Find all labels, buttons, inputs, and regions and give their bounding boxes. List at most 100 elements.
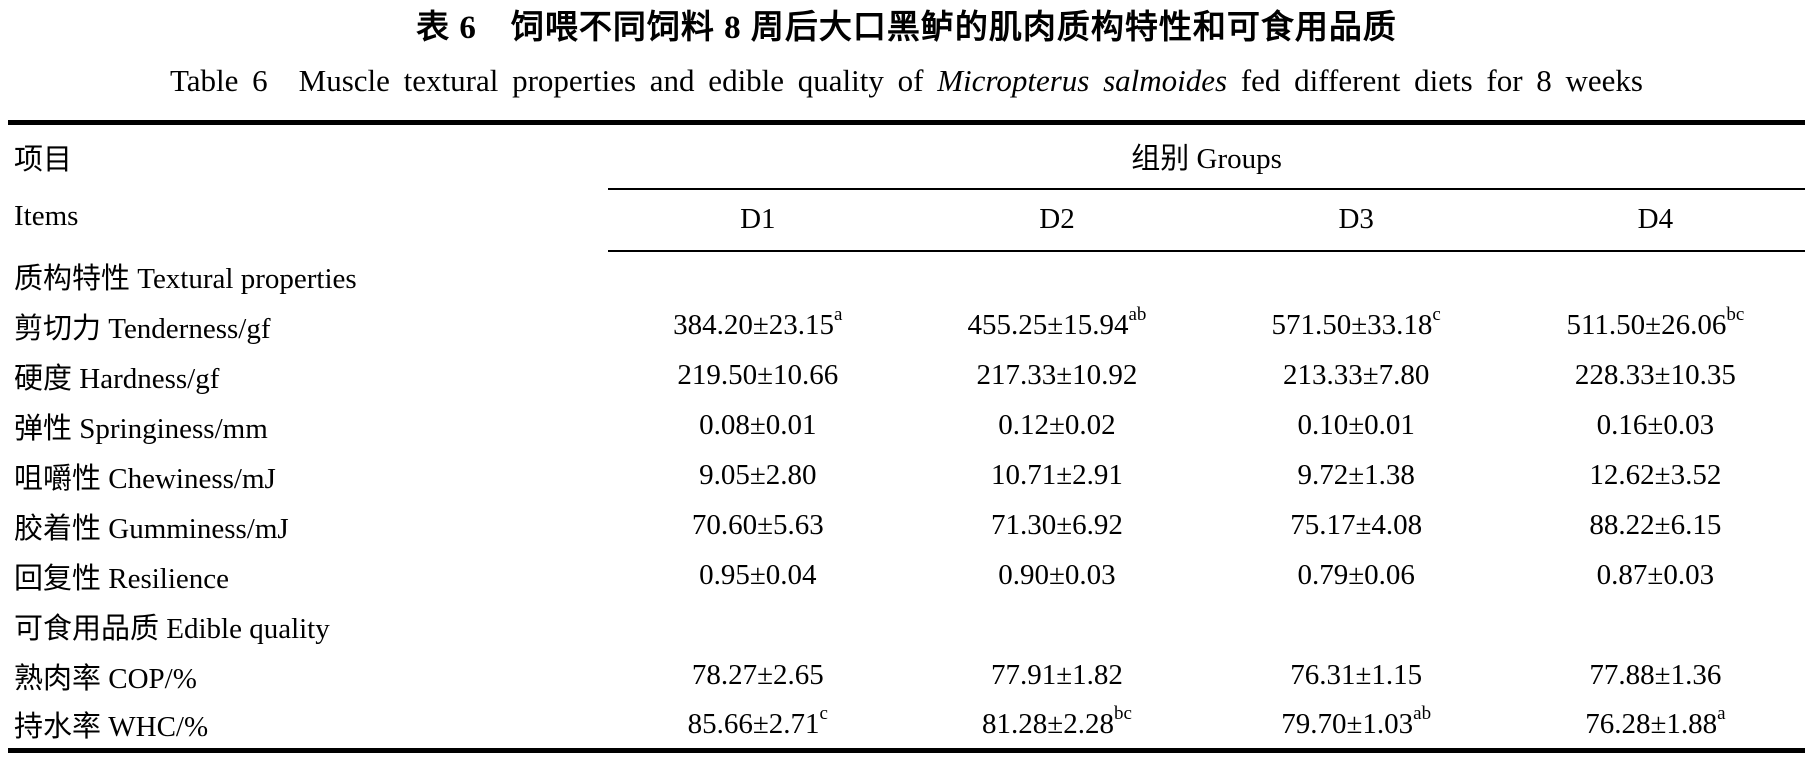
- cell-superscript: ab: [1128, 304, 1147, 325]
- items-header-en: Items: [14, 199, 79, 232]
- table-row-tenderness: 剪切力 Tenderness/gf 384.20±23.15a 455.25±1…: [8, 301, 1805, 351]
- cell-value: 455.25±15.94: [967, 309, 1129, 341]
- value-cell: 0.16±0.03: [1506, 401, 1805, 451]
- cell-superscript: bc: [1726, 304, 1745, 325]
- group-column-header-d2: D2: [907, 188, 1207, 252]
- cell-value: 0.95±0.04: [699, 559, 817, 591]
- value-cell: 511.50±26.06bc: [1506, 301, 1805, 351]
- cell-value: 0.16±0.03: [1596, 409, 1715, 441]
- value-cell: 0.10±0.01: [1207, 401, 1506, 451]
- items-header-zh: 项目: [14, 143, 73, 176]
- value-cell: 71.30±6.92: [907, 501, 1206, 551]
- table-title-en-prefix: Table 6 Muscle textural properties and e…: [170, 63, 938, 98]
- group-column-header-d3: D3: [1206, 188, 1506, 252]
- cell-value: 219.50±10.66: [677, 359, 839, 391]
- value-cell: 78.27±2.65: [608, 651, 907, 701]
- cell-superscript: c: [819, 702, 828, 724]
- cell-value: 70.60±5.63: [691, 509, 824, 541]
- value-cell: 77.91±1.82: [907, 651, 1206, 701]
- cell-value: 79.70±1.03: [1281, 707, 1414, 740]
- value-cell: 70.60±5.63: [608, 501, 907, 551]
- value-cell: 0.08±0.01: [608, 401, 907, 451]
- value-cell: 213.33±7.80: [1207, 351, 1506, 401]
- cell-value: 213.33±7.80: [1282, 359, 1430, 391]
- table-title-zh: 表 6 饲喂不同饲料 8 周后大口黑鲈的肌肉质构特性和可食用品质: [416, 10, 1397, 46]
- cell-value: 71.30±6.92: [991, 509, 1123, 541]
- cell-value: 78.27±2.65: [691, 659, 824, 691]
- cell-superscript: ab: [1413, 702, 1432, 724]
- value-cell: 76.31±1.15: [1207, 651, 1506, 701]
- value-cell: 228.33±10.35: [1506, 351, 1805, 401]
- cell-value: 0.90±0.03: [998, 559, 1116, 591]
- cell-value: 81.28±2.28: [982, 707, 1114, 740]
- table-row-whc: 持水率 WHC/% 85.66±2.71c 81.28±2.28bc 79.70…: [8, 701, 1805, 751]
- value-cell: 0.95±0.04: [608, 551, 907, 601]
- items-header-cell: 项目 Items: [8, 123, 608, 251]
- row-label-cell: 回复性 Resilience: [14, 562, 230, 595]
- value-cell: 77.88±1.36: [1506, 651, 1805, 701]
- cell-value: 76.31±1.15: [1290, 659, 1423, 691]
- cell-value: 511.50±26.06: [1566, 309, 1727, 341]
- value-cell: 384.20±23.15a: [608, 301, 907, 351]
- cell-value: 75.17±4.08: [1290, 509, 1423, 541]
- value-cell: 571.50±33.18c: [1207, 301, 1506, 351]
- cell-value: 9.72±1.38: [1297, 459, 1415, 491]
- cell-value: 228.33±10.35: [1574, 359, 1736, 391]
- cell-superscript: a: [834, 304, 843, 325]
- header-row-groups: 项目 Items 组别 Groups: [8, 122, 1805, 232]
- cell-value: 12.62±3.52: [1589, 459, 1722, 491]
- row-label-cell: 持水率 WHC/%: [14, 711, 209, 744]
- value-cell: 219.50±10.66: [608, 351, 907, 401]
- table-title-en: Table 6 Muscle textural properties and e…: [0, 61, 1813, 101]
- cell-superscript: c: [1432, 304, 1441, 325]
- value-cell: 10.71±2.91: [907, 451, 1206, 501]
- value-cell: 0.90±0.03: [907, 551, 1206, 601]
- value-cell: 79.70±1.03ab: [1207, 701, 1506, 751]
- table-row-resilience: 回复性 Resilience 0.95±0.04 0.90±0.03 0.79±…: [8, 551, 1805, 601]
- groups-header-cell: 组别 Groups: [608, 122, 1805, 190]
- row-label-cell: 剪切力 Tenderness/gf: [14, 312, 271, 345]
- value-cell: 0.12±0.02: [907, 401, 1206, 451]
- value-cell: 9.72±1.38: [1207, 451, 1506, 501]
- section-label: 质构特性 Textural properties: [14, 263, 357, 295]
- value-cell: 217.33±10.92: [907, 351, 1206, 401]
- cell-value: 0.12±0.02: [998, 409, 1116, 441]
- header-row-columns: D1 D2 D3 D4: [8, 188, 1805, 252]
- group-column-header-d4: D4: [1505, 188, 1805, 252]
- cell-value: 0.10±0.01: [1297, 409, 1415, 441]
- value-cell: 9.05±2.80: [608, 451, 907, 501]
- table-row-gumminess: 胶着性 Gumminess/mJ 70.60±5.63 71.30±6.92 7…: [8, 501, 1805, 551]
- section-label: 可食用品质 Edible quality: [14, 612, 330, 645]
- cell-value: 76.28±1.88: [1585, 707, 1718, 740]
- value-cell: 455.25±15.94ab: [907, 301, 1206, 351]
- cell-superscript: a: [1717, 702, 1726, 724]
- data-table: 项目 Items 组别 Groups D1 D2 D3 D4 质构特性 Text…: [8, 120, 1805, 753]
- section-row-edible-quality: 可食用品质 Edible quality: [8, 601, 1805, 651]
- table-row-hardness: 硬度 Hardness/gf 219.50±10.66 217.33±10.92…: [8, 351, 1805, 401]
- cell-value: 77.91±1.82: [991, 659, 1123, 691]
- cell-value: 571.50±33.18: [1271, 309, 1433, 341]
- row-label-cell: 咀嚼性 Chewiness/mJ: [14, 462, 276, 495]
- cell-value: 10.71±2.91: [991, 459, 1123, 491]
- group-column-header-d1: D1: [608, 188, 908, 252]
- species-name-italic: Micropterus salmoides: [937, 63, 1228, 98]
- table-row-springiness: 弹性 Springiness/mm 0.08±0.01 0.12±0.02 0.…: [8, 401, 1805, 451]
- value-cell: 0.87±0.03: [1506, 551, 1805, 601]
- row-label-cell: 熟肉率 COP/%: [14, 662, 197, 695]
- cell-value: 0.87±0.03: [1596, 559, 1715, 591]
- cell-value: 88.22±6.15: [1589, 509, 1722, 541]
- table-row-cop: 熟肉率 COP/% 78.27±2.65 77.91±1.82 76.31±1.…: [8, 651, 1805, 701]
- cell-value: 0.08±0.01: [699, 409, 817, 441]
- value-cell: 0.79±0.06: [1207, 551, 1506, 601]
- row-label-cell: 硬度 Hardness/gf: [14, 362, 220, 395]
- cell-value: 9.05±2.80: [699, 459, 817, 491]
- value-cell: 75.17±4.08: [1207, 501, 1506, 551]
- cell-value: 384.20±23.15: [673, 309, 835, 341]
- value-cell: 81.28±2.28bc: [907, 701, 1206, 751]
- value-cell: 76.28±1.88a: [1506, 701, 1805, 751]
- table-title-en-suffix: fed different diets for 8 weeks: [1227, 63, 1643, 98]
- value-cell: 85.66±2.71c: [608, 701, 907, 751]
- row-label-cell: 弹性 Springiness/mm: [14, 412, 268, 445]
- cell-value: 0.79±0.06: [1297, 559, 1415, 591]
